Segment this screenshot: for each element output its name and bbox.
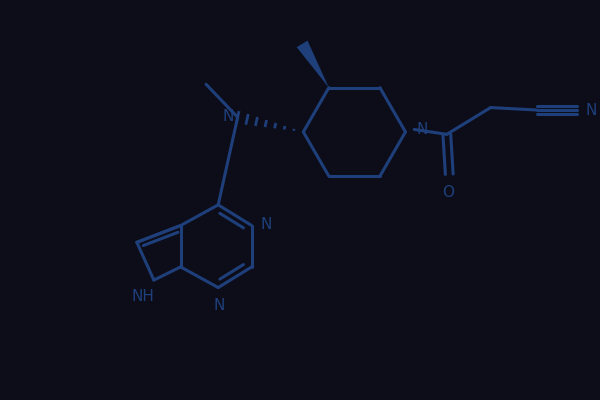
Text: O: O [442, 185, 454, 200]
Text: N: N [223, 109, 234, 124]
Text: N: N [416, 122, 428, 137]
Text: NH: NH [132, 289, 155, 304]
Text: N: N [260, 216, 272, 232]
Polygon shape [297, 40, 329, 88]
Text: N: N [586, 102, 597, 118]
Text: N: N [214, 298, 225, 313]
